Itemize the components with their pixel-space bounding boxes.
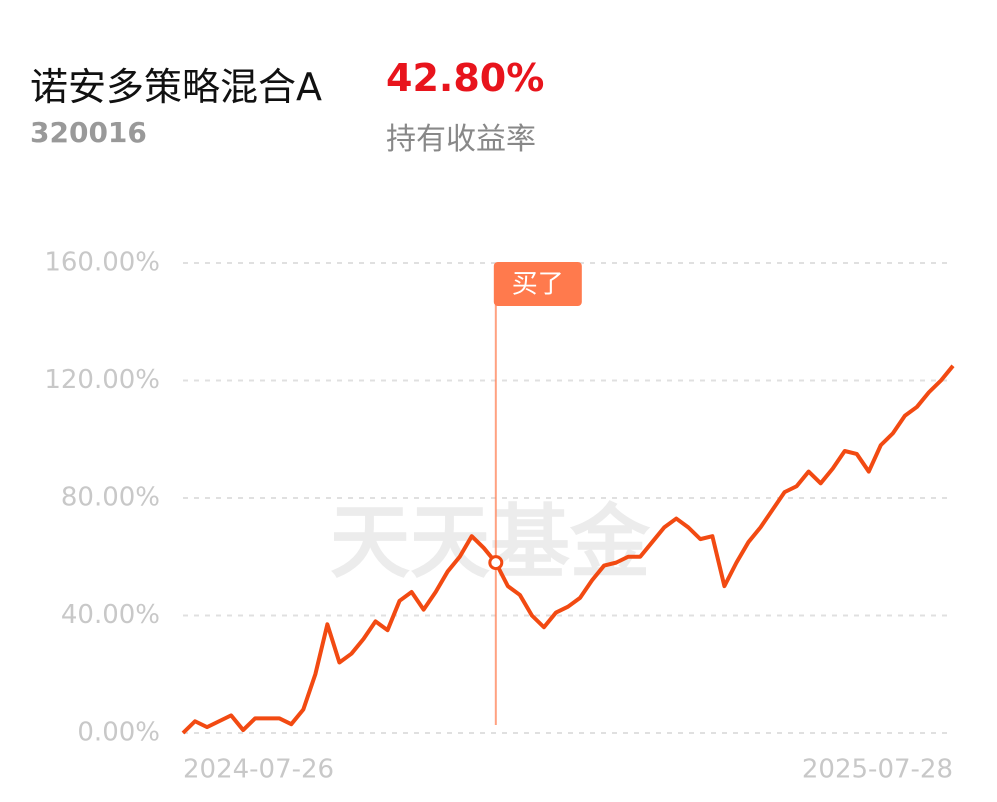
watermark: 天天基金 bbox=[330, 496, 651, 589]
buy-tag-text: 买了 bbox=[512, 270, 564, 300]
y-tick-label: 160.00% bbox=[44, 248, 160, 278]
fund-code: 320016 bbox=[30, 116, 147, 149]
return-label: 持有收益率 bbox=[386, 122, 536, 157]
x-tick-label: 2024-07-26 bbox=[183, 755, 334, 785]
return-value: 42.80% bbox=[386, 56, 545, 100]
y-tick-label: 0.00% bbox=[77, 718, 160, 748]
buy-tag bbox=[493, 262, 582, 306]
buy-point bbox=[488, 555, 504, 571]
y-tick-label: 40.00% bbox=[61, 600, 160, 630]
y-tick-label: 80.00% bbox=[61, 483, 160, 513]
x-tick-label: 2025-07-28 bbox=[802, 755, 953, 785]
y-tick-label: 120.00% bbox=[44, 365, 160, 395]
series-line bbox=[181, 364, 955, 735]
fund-name: 诺安多策略混合A bbox=[30, 65, 322, 109]
